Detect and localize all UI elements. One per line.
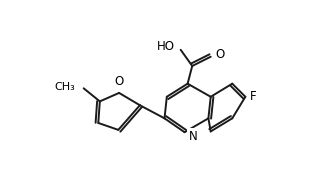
- Text: O: O: [114, 75, 124, 88]
- Text: CH₃: CH₃: [54, 82, 75, 92]
- Text: HO: HO: [157, 40, 175, 53]
- Text: F: F: [250, 90, 257, 103]
- Text: N: N: [189, 130, 198, 143]
- Text: O: O: [215, 48, 225, 61]
